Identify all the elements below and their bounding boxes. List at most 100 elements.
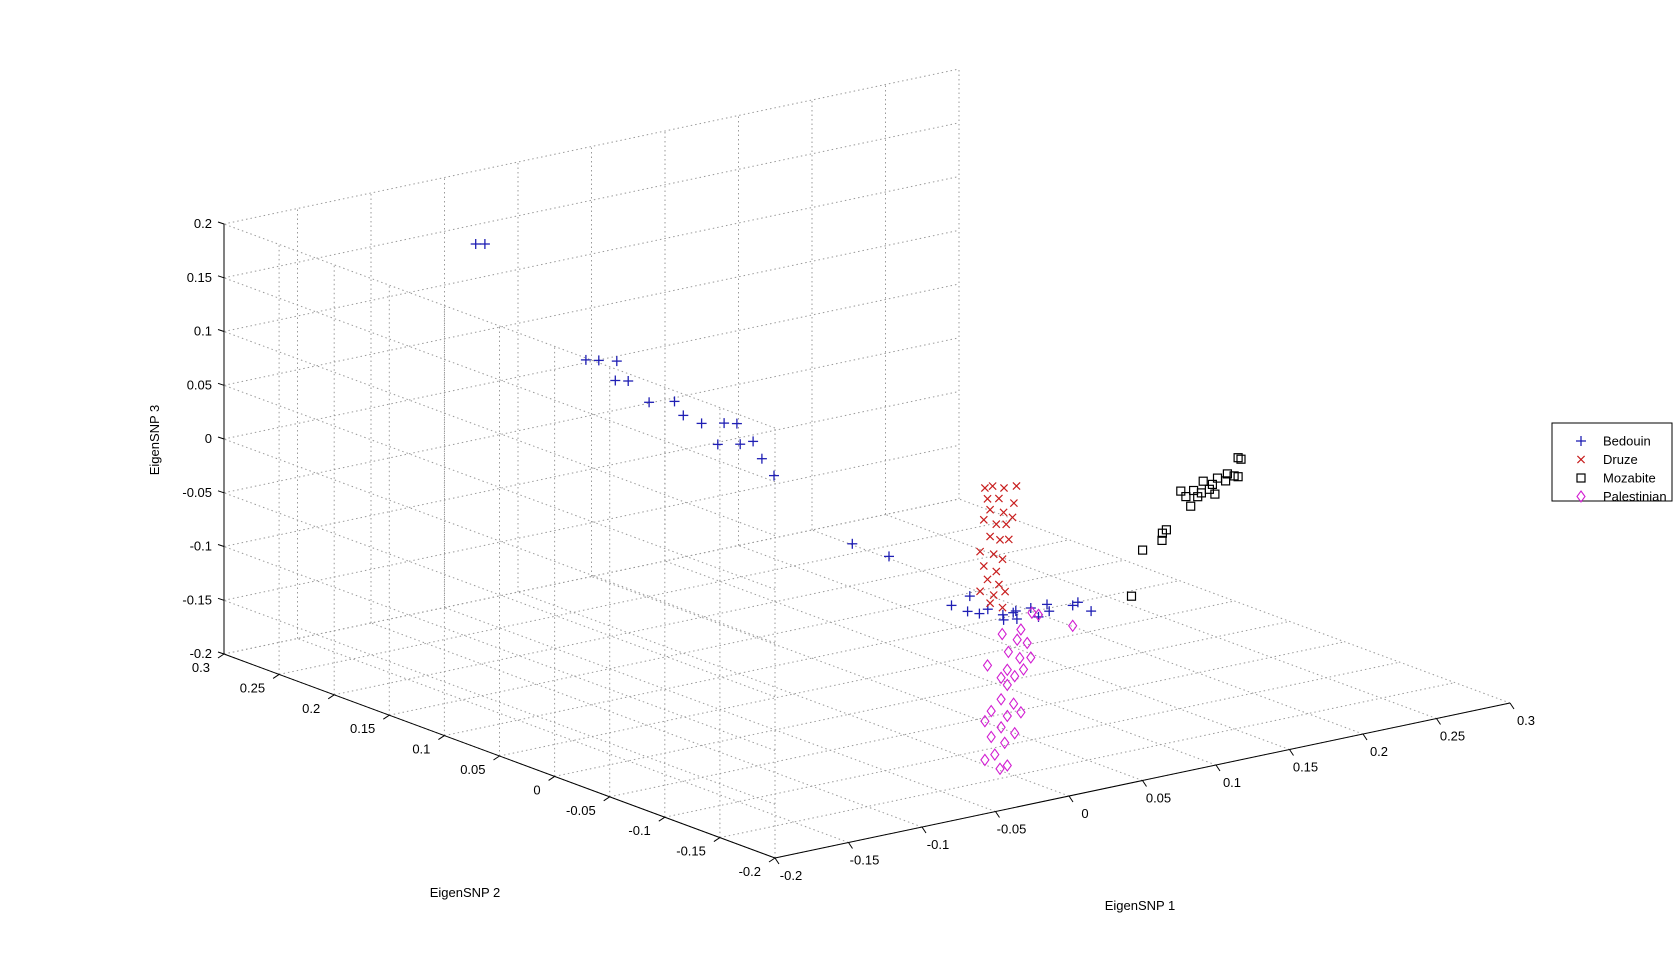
marker-stroke <box>995 535 1005 544</box>
floor-gridline <box>738 545 1290 750</box>
marker-shape <box>1002 663 1012 677</box>
z-axis-label: EigenSNP 3 <box>147 405 162 476</box>
back-wall-gridline <box>223 229 960 386</box>
marker-shape <box>1022 636 1032 650</box>
y-tick-mark <box>272 673 280 679</box>
palestinian-point <box>990 748 1000 762</box>
x-tick-mark <box>1142 780 1147 787</box>
palestinian-point <box>995 762 1005 776</box>
side-wall-gridline <box>223 331 776 536</box>
marker-stroke <box>1008 513 1017 522</box>
z-tick-label: -0.15 <box>182 592 212 607</box>
y-tick-mark <box>658 816 666 822</box>
x-tick-mark <box>1436 718 1441 725</box>
axes <box>217 221 1515 865</box>
palestinian-point <box>1012 633 1022 647</box>
marker-stroke <box>979 561 988 571</box>
y-tick-label: -0.1 <box>628 823 650 838</box>
marker-stroke <box>986 599 995 608</box>
mozabite-point <box>1176 486 1186 496</box>
y-tick-label: 0.1 <box>412 742 430 757</box>
palestinian-point <box>1002 759 1012 772</box>
y-tick-label: 0.3 <box>192 660 210 675</box>
marker-shape <box>1012 633 1022 647</box>
x-tick-label: 0.3 <box>1517 713 1535 728</box>
z-tick-mark <box>217 382 225 386</box>
palestinian-point <box>1002 663 1012 677</box>
legend-marker-mozabite <box>1576 473 1586 483</box>
bedouin-point <box>1044 606 1055 617</box>
marker-shape <box>1576 473 1586 483</box>
mozabite-point <box>1126 591 1137 601</box>
z-tick-label: 0.15 <box>187 270 212 285</box>
y-tick-mark <box>327 694 335 700</box>
back-wall-gridline <box>223 337 960 494</box>
marker-shape <box>1010 726 1020 740</box>
marker-shape <box>1002 678 1012 692</box>
bedouin-point <box>719 418 730 429</box>
y-tick-label: -0.05 <box>566 803 596 818</box>
x-axis-label: EigenSNP 1 <box>1105 898 1176 913</box>
bedouin-point <box>1008 607 1019 618</box>
bedouin-point <box>669 396 680 407</box>
side-wall-gridline <box>223 223 776 429</box>
marker-stroke <box>999 508 1008 517</box>
legend-item-bedouin: Bedouin <box>1576 434 1651 449</box>
marker-shape <box>1207 479 1218 489</box>
palestinian-point <box>1000 736 1010 750</box>
y-tick-label: -0.2 <box>739 864 761 879</box>
druze-point <box>998 603 1007 612</box>
z-tick-mark <box>217 490 225 494</box>
x-tick-mark <box>1289 749 1294 756</box>
back-wall-gridline <box>223 283 960 440</box>
marker-shape <box>1018 662 1029 676</box>
mozabite-point <box>1186 501 1196 511</box>
x-tick-label: -0.1 <box>927 837 949 852</box>
x-tick-label: -0.2 <box>780 868 802 883</box>
back-wall-gridline <box>223 68 960 225</box>
z-tick-label: 0.1 <box>194 324 212 339</box>
marker-shape <box>980 714 990 728</box>
marker-stroke <box>992 520 1001 529</box>
mozabite-point <box>1210 489 1220 499</box>
palestinian-point <box>1002 678 1012 692</box>
mozabite-point <box>1157 528 1168 538</box>
palestinian-point <box>1003 645 1014 659</box>
z-tick-label: 0.05 <box>187 377 212 392</box>
bedouin-point <box>756 453 767 464</box>
x-tick-mark <box>1362 733 1368 741</box>
druze-point <box>998 555 1007 564</box>
marker-stroke <box>998 555 1007 564</box>
marker-shape <box>1157 535 1167 546</box>
legend-item-druze: Druze <box>1576 452 1638 467</box>
marker-stroke <box>1002 520 1011 529</box>
legend-item-mozabite: Mozabite <box>1576 471 1656 486</box>
z-tick-label: 0.2 <box>194 216 212 231</box>
bedouin-point <box>479 239 490 249</box>
bedouin-point <box>998 614 1009 625</box>
palestinian-point <box>980 714 990 728</box>
druze-point <box>994 580 1003 589</box>
marker-shape <box>997 627 1007 641</box>
marker-shape <box>1000 736 1010 750</box>
bedouin-point <box>997 609 1008 620</box>
marker-shape <box>1222 469 1233 479</box>
mozabite-point <box>1181 492 1191 502</box>
y-tick-label: -0.15 <box>676 844 706 859</box>
druze-point <box>986 599 995 608</box>
marker-shape <box>980 753 990 767</box>
marker-shape <box>1210 489 1220 499</box>
marker-shape <box>1002 759 1012 772</box>
bedouin-point <box>1067 600 1078 611</box>
druze-point <box>983 494 992 503</box>
marker-shape <box>1126 591 1137 601</box>
marker-stroke <box>998 603 1007 612</box>
marker-shape <box>1016 705 1026 719</box>
bedouin-point <box>470 239 481 249</box>
marker-shape <box>1137 545 1148 555</box>
marker-shape <box>982 658 993 672</box>
palestinian-point <box>1010 669 1020 683</box>
floor-gridline <box>499 600 1235 757</box>
palestinian-point <box>1018 662 1029 676</box>
y-tick-mark <box>603 796 610 802</box>
